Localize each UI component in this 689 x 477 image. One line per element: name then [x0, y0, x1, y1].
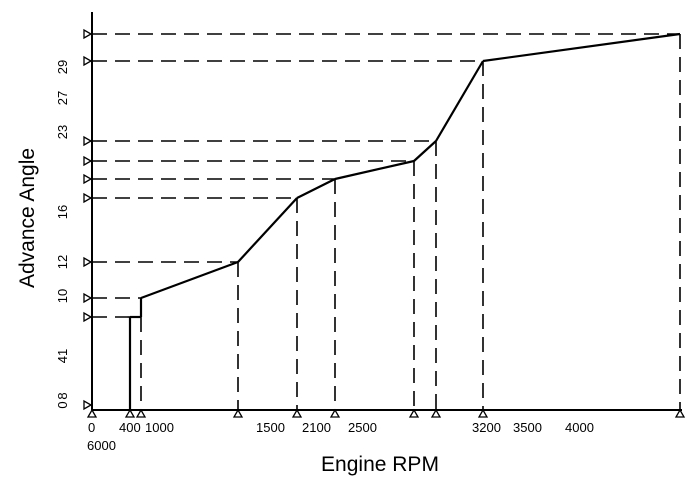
y-tick-label: 12	[55, 255, 70, 269]
x-axis-marker	[477, 408, 489, 418]
y-axis-marker	[83, 155, 93, 167]
x-axis-marker	[124, 408, 136, 418]
curve-segment	[296, 178, 336, 199]
x-tick-label: 0	[88, 420, 95, 435]
x-axis-marker	[291, 408, 303, 418]
x-axis-marker	[86, 408, 98, 418]
advance-curve	[128, 32, 681, 410]
y-axis-marker	[83, 311, 93, 323]
curve-segment	[334, 159, 415, 181]
x-axis-marker	[408, 408, 420, 418]
y-tick-label: 29	[55, 60, 70, 74]
y-tick-label: 8	[55, 392, 70, 399]
x-tick-label: 4000	[565, 420, 594, 435]
axis-markers	[83, 28, 686, 418]
y-axis-marker	[83, 135, 93, 147]
x-axis-marker	[674, 408, 686, 418]
guide-lines	[92, 33, 681, 410]
y-axis-marker	[83, 399, 93, 411]
tick-labels: 0 400 1000 1500 2100 2500 3200 3500 4000 6000 0 8 41…	[55, 60, 594, 453]
y-tick-label: 10	[55, 289, 70, 303]
y-axis-marker	[83, 55, 93, 67]
x-tick-label: 1000	[145, 420, 174, 435]
y-tick-label: 0	[55, 401, 70, 408]
x-axis-marker	[329, 408, 341, 418]
x-tick-label: 400	[119, 420, 141, 435]
x-tick-label: 3500	[513, 420, 542, 435]
x-axis-marker	[135, 408, 147, 418]
x-tick-label: 3200	[472, 420, 501, 435]
y-tick-label: 23	[55, 125, 70, 139]
curve-segment	[413, 140, 437, 162]
curve-segment	[140, 260, 239, 300]
y-axis-marker	[83, 292, 93, 304]
curve-segment	[482, 32, 681, 63]
curve-segment	[237, 197, 298, 263]
x-axis-marker	[232, 408, 244, 418]
y-tick-label: 16	[55, 205, 70, 219]
y-axis-marker	[83, 28, 93, 40]
y-tick-label: 27	[55, 91, 70, 105]
x-tick-label: 6000	[87, 438, 116, 453]
y-axis-marker	[83, 173, 93, 185]
x-tick-label: 2100	[302, 420, 331, 435]
axes	[91, 12, 682, 411]
x-axis-marker	[430, 408, 442, 418]
x-tick-label: 1500	[256, 420, 285, 435]
curve-segment	[435, 60, 484, 142]
y-tick-label: 41	[55, 349, 70, 363]
x-tick-label: 2500	[348, 420, 377, 435]
y-axis-marker	[83, 192, 93, 204]
x-axis-title: Engine RPM	[321, 453, 439, 476]
y-axis-marker	[83, 256, 93, 268]
y-axis-title: Advance Angle	[16, 148, 39, 288]
